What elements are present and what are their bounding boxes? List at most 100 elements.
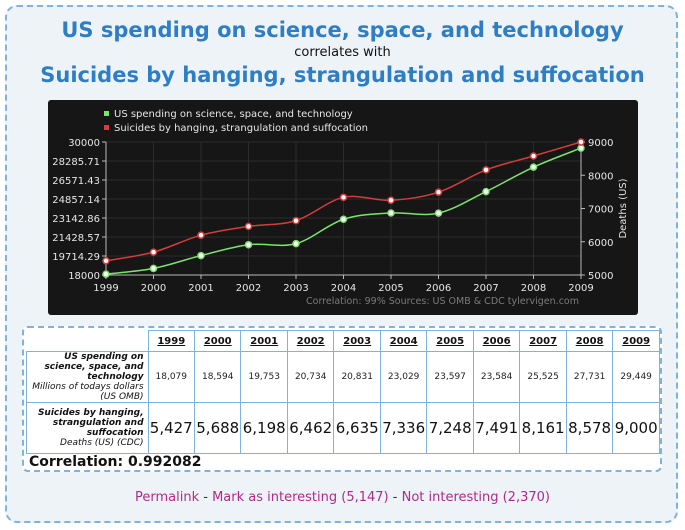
series-point-2 bbox=[102, 257, 110, 265]
y-left-tick-label: 18000 bbox=[68, 271, 100, 282]
chart-footnote: Correlation: 99% Sources: US OMB & CDC t… bbox=[306, 296, 579, 307]
year-header: 2003 bbox=[333, 330, 381, 352]
table-cell-suicides: 5,427 bbox=[147, 402, 196, 454]
table-cell-spending: 27,731 bbox=[565, 351, 614, 403]
y-left-tick-label: 28285.71 bbox=[52, 157, 100, 168]
link-separator-1: - bbox=[199, 490, 213, 505]
y-right-tick-label: 6000 bbox=[588, 238, 613, 249]
year-header: 2004 bbox=[379, 330, 428, 352]
row-label-spending-unit: Millions of todays dollars (US OMB) bbox=[32, 382, 144, 402]
row-label-spending: US spending on science, space, and techn… bbox=[26, 351, 149, 403]
chart-svg: 30000 28285.71 26571.43 24857.14 23142.86 214… bbox=[52, 109, 629, 307]
row-label-suicides-unit: Deaths (US) (CDC) bbox=[60, 438, 144, 448]
x-tick-label: 1999 bbox=[93, 283, 118, 294]
y-left-tick-label: 26571.43 bbox=[52, 176, 100, 187]
table-cell-suicides: 8,578 bbox=[565, 402, 614, 454]
series-point-2 bbox=[387, 196, 395, 205]
series-point-1 bbox=[434, 209, 443, 217]
chart-title-line1: US spending on science, space, and techn… bbox=[61, 18, 624, 42]
y-left-tick-label: 19714.29 bbox=[52, 252, 100, 263]
x-tick-label: 2000 bbox=[141, 283, 166, 294]
y-right-tick-label: 8000 bbox=[588, 171, 613, 182]
y-right-tick-label: 9000 bbox=[588, 138, 613, 149]
series-point-2 bbox=[244, 222, 253, 231]
corner-cell bbox=[27, 331, 149, 352]
x-tick-label: 2006 bbox=[426, 283, 451, 294]
x-tick-label: 2007 bbox=[473, 283, 498, 294]
year-header: 2000 bbox=[193, 330, 242, 352]
series-point-1 bbox=[244, 240, 253, 249]
y-left-tick-label: 30000 bbox=[68, 138, 100, 149]
series-point-1 bbox=[387, 209, 395, 217]
table-cell-suicides: 9,000 bbox=[612, 402, 660, 454]
table-cell-suicides: 8,161 bbox=[519, 402, 567, 454]
series-point-2 bbox=[529, 152, 538, 160]
row-label-suicides: Suicides by hanging, strangulation and s… bbox=[26, 402, 149, 454]
y-right-tick-label: 5000 bbox=[588, 271, 613, 282]
series-point-2 bbox=[339, 193, 348, 202]
year-header: 2008 bbox=[565, 330, 614, 352]
series-point-1 bbox=[149, 264, 158, 273]
table-cell-spending: 18,594 bbox=[193, 351, 242, 403]
chart-title-connector: correlates with bbox=[294, 45, 391, 60]
series-point-1 bbox=[529, 163, 538, 171]
y-left-tick-label: 23142.86 bbox=[52, 214, 100, 225]
table-cell-suicides: 6,462 bbox=[286, 402, 335, 454]
table-cell-spending: 29,449 bbox=[612, 351, 660, 403]
y-right-axis-label: Deaths (US) bbox=[618, 178, 629, 238]
table-cell-suicides: 7,491 bbox=[472, 402, 521, 454]
row-label-spending-name: US spending on science, space, and techn… bbox=[44, 352, 144, 382]
footer-links: Permalink - Mark as interesting (5,147) … bbox=[0, 490, 685, 505]
table-cell-spending: 23,029 bbox=[379, 351, 428, 403]
permalink-link[interactable]: Permalink bbox=[135, 490, 200, 505]
series-point-1 bbox=[102, 270, 110, 278]
x-tick-label: 2003 bbox=[283, 283, 308, 294]
y-left-tick-label: 21428.57 bbox=[52, 233, 100, 244]
table-cell-suicides: 5,688 bbox=[193, 402, 242, 454]
year-header: 1999 bbox=[147, 330, 196, 352]
table-cell-spending: 23,597 bbox=[426, 351, 474, 403]
series-point-1 bbox=[577, 144, 585, 152]
table-cell-suicides: 6,198 bbox=[240, 402, 288, 454]
chart-title-line2: Suicides by hanging, strangulation and s… bbox=[40, 63, 645, 87]
series-point-1 bbox=[482, 187, 490, 196]
year-header-row: 1999 2000 2001 2002 2003 2004 2005 2006 2007 2008… bbox=[27, 330, 660, 352]
x-tick-label: 2005 bbox=[378, 283, 403, 294]
table-cell-spending: 20,734 bbox=[286, 351, 335, 403]
table-cell-suicides: 7,248 bbox=[426, 402, 474, 454]
table-cell-suicides: 6,635 bbox=[333, 402, 381, 454]
x-tick-label: 2004 bbox=[331, 283, 356, 294]
series-point-2 bbox=[482, 166, 490, 174]
not-interesting-link[interactable]: Not interesting (2,370) bbox=[401, 490, 550, 505]
chart-panel: 30000 28285.71 26571.43 24857.14 23142.86 214… bbox=[48, 100, 638, 315]
series-point-2 bbox=[292, 216, 300, 225]
mark-interesting-link[interactable]: Mark as interesting (5,147) bbox=[212, 490, 389, 505]
legend-swatch bbox=[104, 125, 109, 130]
row-label-suicides-name: Suicides by hanging, strangulation and s… bbox=[37, 408, 144, 438]
year-header: 2007 bbox=[519, 330, 567, 352]
data-table: 1999 2000 2001 2002 2003 2004 2005 2006 2007 2008… bbox=[26, 330, 660, 454]
table-cell-spending: 25,525 bbox=[519, 351, 567, 403]
table-cell-spending: 23,584 bbox=[472, 351, 521, 403]
x-tick-label: 2002 bbox=[236, 283, 261, 294]
legend-swatch bbox=[104, 111, 109, 116]
legend-entry: US spending on science, space, and techn… bbox=[114, 109, 353, 120]
table-row-spending: US spending on science, space, and techn… bbox=[26, 351, 660, 403]
year-header: 2009 bbox=[612, 330, 660, 352]
link-separator-2: - bbox=[388, 490, 402, 505]
table-cell-spending: 20,831 bbox=[333, 351, 381, 403]
x-tick-label: 2008 bbox=[521, 283, 546, 294]
series-point-1 bbox=[339, 215, 348, 224]
series-point-1 bbox=[197, 251, 205, 260]
y-right-tick-label: 7000 bbox=[588, 205, 613, 216]
series-point-2 bbox=[197, 231, 205, 239]
x-tick-label: 2001 bbox=[188, 283, 213, 294]
y-left-tick-label: 24857.14 bbox=[52, 195, 100, 206]
year-header: 2005 bbox=[426, 330, 474, 352]
data-table-box: 1999 2000 2001 2002 2003 2004 2005 2006 2007 2008… bbox=[22, 326, 662, 472]
table-row-suicides: Suicides by hanging, strangulation and s… bbox=[26, 402, 660, 454]
series-point-2 bbox=[149, 248, 158, 256]
x-tick-label: 2009 bbox=[568, 283, 593, 294]
table-cell-suicides: 7,336 bbox=[379, 402, 428, 454]
series-point-2 bbox=[577, 138, 585, 146]
